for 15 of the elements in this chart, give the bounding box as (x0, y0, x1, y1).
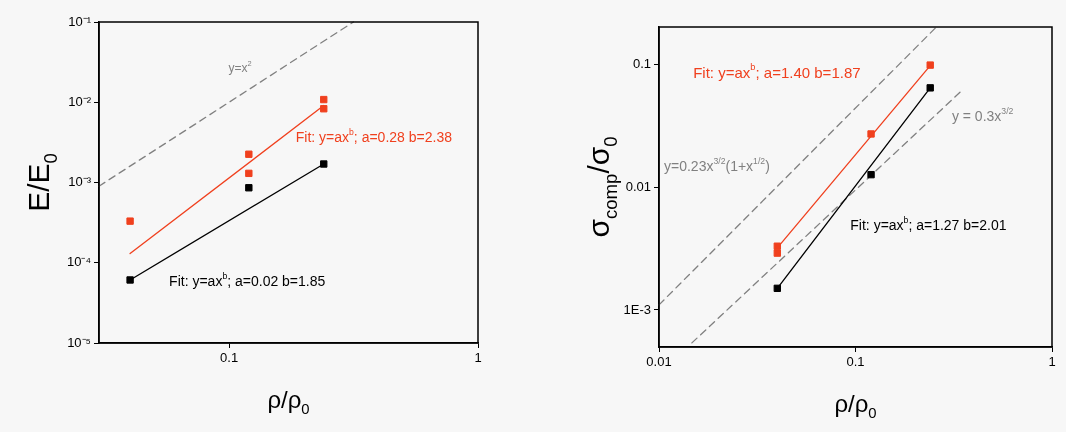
y-tick-label: 10⁻⁵ (67, 334, 91, 350)
y-tick-label: 0.01 (625, 178, 651, 194)
y-tick-label: 10⁻³ (68, 174, 92, 190)
y-axis-title: σcomp/σ0 (582, 136, 621, 238)
x-tick-label: 0.01 (646, 354, 672, 370)
x-tick-label: 0.1 (846, 354, 865, 370)
y-tick-label: 10⁻² (68, 93, 92, 109)
y-tick-label: 10⁻¹ (68, 13, 92, 29)
y-tick-label: 10⁻⁴ (66, 254, 91, 270)
x-tick-label: 1 (1048, 354, 1056, 370)
y-tick-label: 1E-3 (623, 301, 651, 317)
y-axis-title: E/E0 (22, 153, 61, 212)
y-tick-label: 0.1 (632, 55, 651, 71)
x-tick-label: 0.1 (220, 350, 239, 366)
x-tick-label: 1 (474, 350, 482, 366)
